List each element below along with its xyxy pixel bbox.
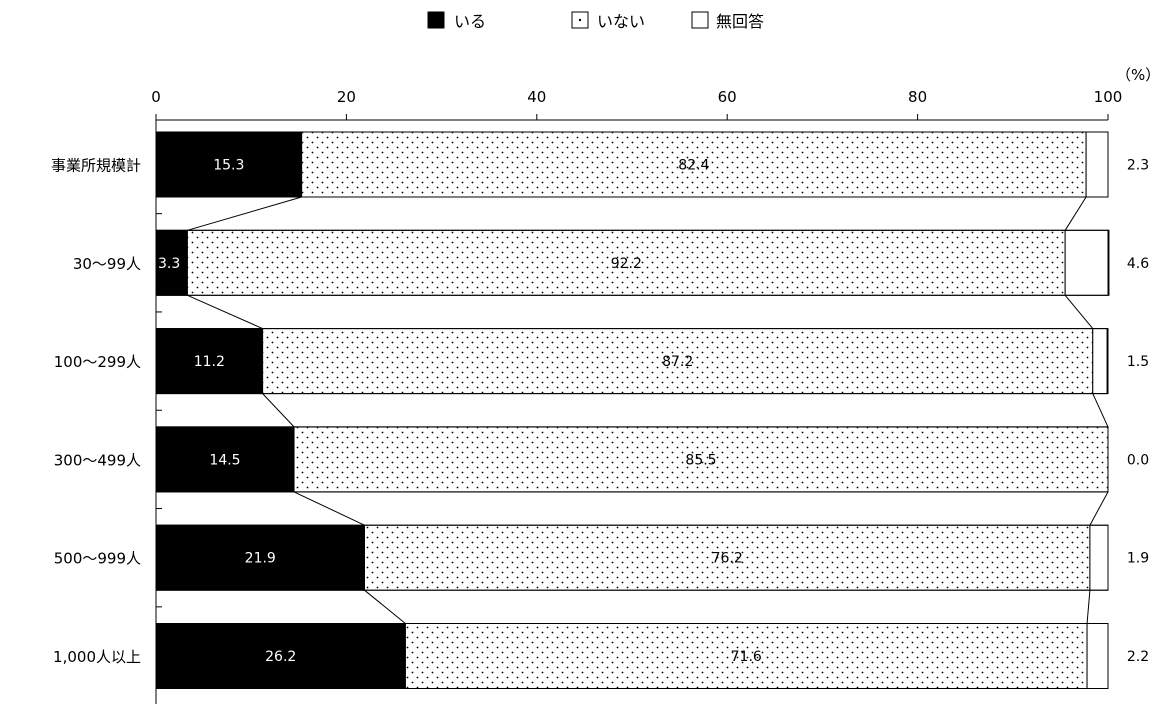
connector-line <box>262 393 295 428</box>
legend-swatch-dot <box>578 18 582 22</box>
bar-frame <box>155 131 1109 198</box>
x-tick-label: 40 <box>527 88 546 106</box>
labels: 事業所規模計 15.3 82.4 2.3 30～99人 3.3 92.2 4.6 100～299… <box>51 157 1149 667</box>
x-axis: 0 20 40 60 80 100 <box>151 88 1122 704</box>
category-label: 100～299人 <box>54 353 141 371</box>
bars <box>155 131 1110 689</box>
data-label-iru: 21.9 <box>245 551 276 567</box>
bar-segment <box>155 524 365 591</box>
x-tick-label: 20 <box>337 88 356 106</box>
legend-label-mukaitou: 無回答 <box>716 12 764 31</box>
connector-line <box>187 294 263 330</box>
x-tick-label: 0 <box>151 88 161 106</box>
unit-label: （%） <box>1116 66 1160 84</box>
legend-item-mukaitou: 無回答 <box>691 11 764 31</box>
connector-line <box>1064 294 1094 329</box>
connector-line <box>1089 491 1109 526</box>
data-label-mukaitou: 2.3 <box>1127 158 1149 174</box>
data-label-iru: 14.5 <box>209 452 240 468</box>
bar-frame <box>155 229 1109 296</box>
bar-segment <box>1092 328 1108 395</box>
category-label: 500～999人 <box>54 550 141 568</box>
data-label-mukaitou: 1.5 <box>1127 354 1149 370</box>
bar-segment <box>293 426 1109 493</box>
bar-segment <box>301 131 1087 198</box>
legend-swatch-iru <box>427 11 445 29</box>
x-tick-label: 80 <box>908 88 927 106</box>
legend-item-inai: いない <box>571 11 645 31</box>
data-label-mukaitou: 1.9 <box>1127 551 1149 567</box>
category-label: 1,000人以上 <box>53 648 141 666</box>
data-label-iru: 26.2 <box>265 649 296 665</box>
category-label: 事業所規模計 <box>51 157 141 175</box>
data-label-mukaitou: 2.2 <box>1127 649 1149 665</box>
connector-line <box>1092 393 1109 428</box>
legend-label-iru: いる <box>454 12 486 31</box>
bar-segment <box>363 524 1091 591</box>
bar-segment <box>1089 524 1109 591</box>
x-tick-label: 60 <box>718 88 737 106</box>
legend-item-iru: いる <box>427 11 486 31</box>
data-label-iru: 3.3 <box>158 256 180 272</box>
data-label-mukaitou: 4.6 <box>1127 256 1149 272</box>
legend-label-inai: いない <box>597 12 645 31</box>
data-label-iru: 11.2 <box>194 354 225 370</box>
bar-segment <box>186 229 1066 296</box>
data-label-iru: 15.3 <box>213 158 244 174</box>
bar-segment <box>404 623 1088 689</box>
data-label-inai: 87.2 <box>662 354 693 370</box>
legend: いる いない 無回答 <box>427 11 764 31</box>
data-label-inai: 92.2 <box>611 256 642 272</box>
bar-segment <box>155 229 188 296</box>
category-label: 300～499人 <box>54 451 141 469</box>
data-label-inai: 85.5 <box>685 452 716 468</box>
bar-frame <box>155 623 1109 689</box>
bar-segment <box>1086 623 1109 689</box>
data-label-inai: 71.6 <box>731 649 762 665</box>
bar-frame <box>155 328 1109 395</box>
connector-line <box>1086 590 1091 624</box>
bar-frame <box>155 524 1109 591</box>
data-label-inai: 82.4 <box>678 158 709 174</box>
connector-line <box>187 196 302 231</box>
x-tick-label: 100 <box>1094 88 1123 106</box>
connector-line <box>364 589 406 624</box>
category-label: 30～99人 <box>73 255 141 273</box>
legend-swatch-mukaitou <box>691 11 709 29</box>
bar-segment <box>1085 131 1109 198</box>
connector-line <box>1064 196 1087 231</box>
bar-segment <box>1064 229 1110 296</box>
data-label-mukaitou: 0.0 <box>1127 452 1149 468</box>
connector-line <box>293 491 365 526</box>
bar-segment <box>262 328 1094 395</box>
bar-segment <box>155 328 264 395</box>
bar-frame <box>155 426 1109 493</box>
connector-lines <box>187 196 1109 624</box>
bar-segment <box>155 623 406 689</box>
data-label-inai: 76.2 <box>712 551 743 567</box>
